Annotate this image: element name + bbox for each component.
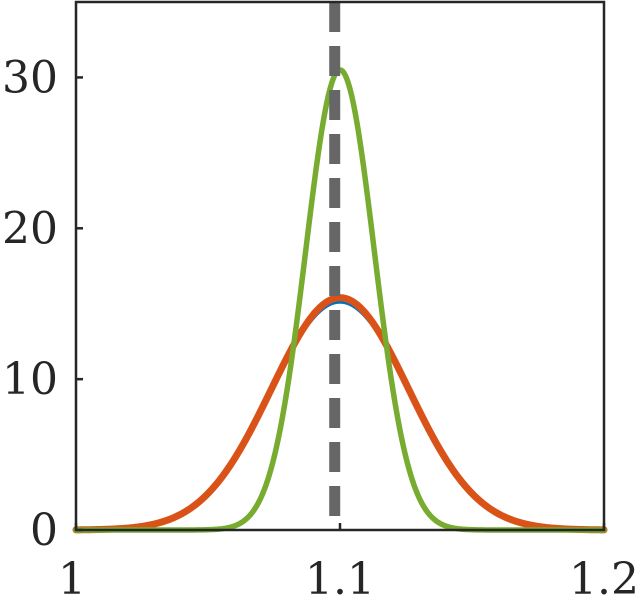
tick-layer: [74, 76, 606, 532]
y-tick-label: 30: [2, 52, 58, 103]
x-tick-label: 1: [58, 554, 86, 601]
series-line-2: [72, 294, 608, 534]
x-tick-label: 1.1: [305, 554, 375, 601]
x-tick-labels: 1 1.1 1.2: [58, 554, 639, 601]
y-tick-label: 10: [2, 354, 58, 405]
y-tick-label: 0: [30, 505, 58, 556]
y-tick-labels: 0 10 20 30: [2, 52, 58, 556]
x-tick-label: 1.2: [569, 554, 639, 601]
y-tick-label: 20: [2, 203, 58, 254]
